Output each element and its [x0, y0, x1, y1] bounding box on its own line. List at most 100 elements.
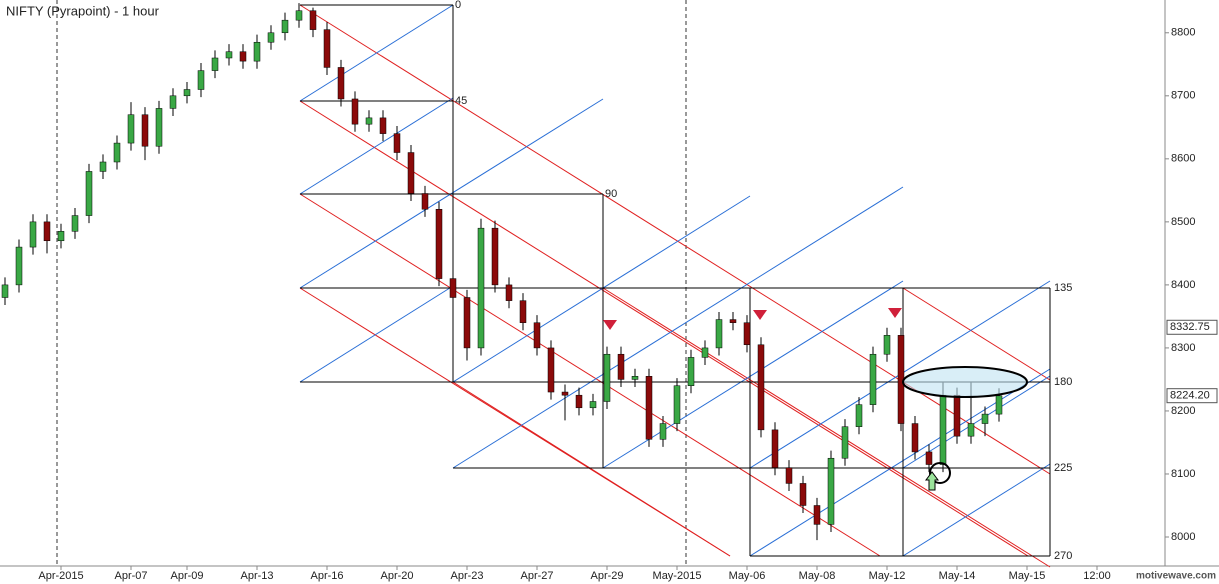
- x-tick-label: May-2015: [653, 570, 702, 582]
- candle-body: [911, 423, 919, 453]
- x-tick-label: May-12: [869, 570, 906, 582]
- candle-body: [771, 429, 779, 468]
- candle-body: [547, 347, 555, 393]
- candle-body: [799, 483, 807, 506]
- candles: [1, 3, 1003, 541]
- candle-body: [323, 29, 331, 68]
- candle-body: [813, 505, 821, 525]
- x-tick-label: Apr-13: [240, 570, 273, 582]
- candle-body: [281, 19, 289, 34]
- pyrapoint-label: 270: [1054, 550, 1072, 562]
- candle-body: [43, 221, 51, 242]
- up-arrow: [925, 471, 939, 491]
- candle-body: [29, 221, 37, 248]
- candle-body: [603, 353, 611, 402]
- candle-body: [743, 322, 751, 346]
- candle-body: [407, 152, 415, 194]
- candle-body: [85, 171, 93, 216]
- x-tick-label: Apr-29: [590, 570, 623, 582]
- pyrapoint-label: 180: [1054, 376, 1072, 388]
- y-tick-label: 8600: [1171, 153, 1195, 165]
- candle-body: [127, 114, 135, 144]
- candle-body: [351, 98, 359, 125]
- x-tick-label: May-08: [799, 570, 836, 582]
- candle-body: [715, 319, 723, 349]
- candle-body: [953, 394, 961, 437]
- candle-body: [673, 385, 681, 424]
- candle-body: [701, 347, 709, 358]
- candle-body: [939, 394, 947, 465]
- x-tick-label: Apr-23: [450, 570, 483, 582]
- candle-body: [337, 67, 345, 100]
- candle-body: [687, 357, 695, 386]
- x-tick-label: May-15: [1009, 570, 1046, 582]
- candle-body: [533, 322, 541, 349]
- candle-body: [1, 284, 9, 298]
- candle-body: [15, 246, 23, 286]
- candle-body: [57, 231, 65, 242]
- candle-body: [505, 284, 513, 301]
- candle-body: [995, 395, 1003, 415]
- candle-body: [225, 51, 233, 59]
- x-tick-label: Apr-07: [114, 570, 147, 582]
- candle-body: [869, 353, 877, 405]
- pyrapoint-label: 45: [455, 95, 467, 107]
- candle-body: [211, 57, 219, 71]
- candle-body: [155, 108, 163, 147]
- candle-body: [561, 391, 569, 396]
- candle-body: [967, 423, 975, 437]
- candle-body: [981, 413, 989, 424]
- candle-body: [71, 215, 79, 232]
- candle-body: [491, 227, 499, 286]
- pyrapoint-label: 90: [605, 188, 617, 200]
- price-tag: 8224.20: [1170, 390, 1210, 402]
- candle-body: [183, 89, 191, 97]
- y-tick-label: 8100: [1171, 468, 1195, 480]
- candle-body: [421, 193, 429, 210]
- x-tick-label: Apr-20: [380, 570, 413, 582]
- annotations: [603, 308, 1028, 491]
- candle-body: [477, 227, 485, 349]
- pyrapoint-label: 135: [1054, 282, 1072, 294]
- highlight-ellipse: [902, 366, 1028, 398]
- candle-body: [253, 41, 261, 62]
- pyrapoint-label: 0: [455, 0, 461, 11]
- x-tick-label: Apr-09: [170, 570, 203, 582]
- candle-body: [757, 344, 765, 431]
- price-tag-box: [1166, 319, 1218, 335]
- candle-body: [365, 117, 373, 125]
- x-tick-label: Apr-2015: [38, 570, 83, 582]
- candle-body: [309, 10, 317, 30]
- candle-body: [883, 335, 891, 355]
- candle-body: [575, 394, 583, 409]
- x-tick-label: Apr-16: [310, 570, 343, 582]
- candle-body: [197, 70, 205, 90]
- candle-body: [449, 278, 457, 298]
- highlight-circle: [929, 462, 951, 484]
- candle-body: [659, 423, 667, 440]
- candle-body: [169, 95, 177, 109]
- x-tick-label: May-14: [939, 570, 976, 582]
- candle-body: [113, 142, 121, 163]
- price-tag: 8332.75: [1170, 321, 1210, 333]
- y-tick-label: 8400: [1171, 279, 1195, 291]
- chart-title: NIFTY (Pyrapoint) - 1 hour: [6, 3, 160, 18]
- candle-body: [379, 117, 387, 134]
- candle-body: [785, 467, 793, 484]
- x-tick-label: Apr-27: [520, 570, 553, 582]
- candle-body: [645, 376, 653, 440]
- y-tick-label: 8200: [1171, 405, 1195, 417]
- y-tick-label: 8500: [1171, 216, 1195, 228]
- signal-marker: [753, 310, 767, 320]
- candle-body: [827, 457, 835, 525]
- candle-body: [589, 401, 597, 409]
- candle-body: [99, 161, 107, 172]
- candle-body: [841, 426, 849, 459]
- y-tick-label: 8300: [1171, 342, 1195, 354]
- watermark: motivewave.com: [1136, 571, 1216, 582]
- candle-body: [141, 114, 149, 147]
- candle-body: [295, 10, 303, 21]
- candle-body: [435, 209, 443, 279]
- y-tick-label: 8800: [1171, 27, 1195, 39]
